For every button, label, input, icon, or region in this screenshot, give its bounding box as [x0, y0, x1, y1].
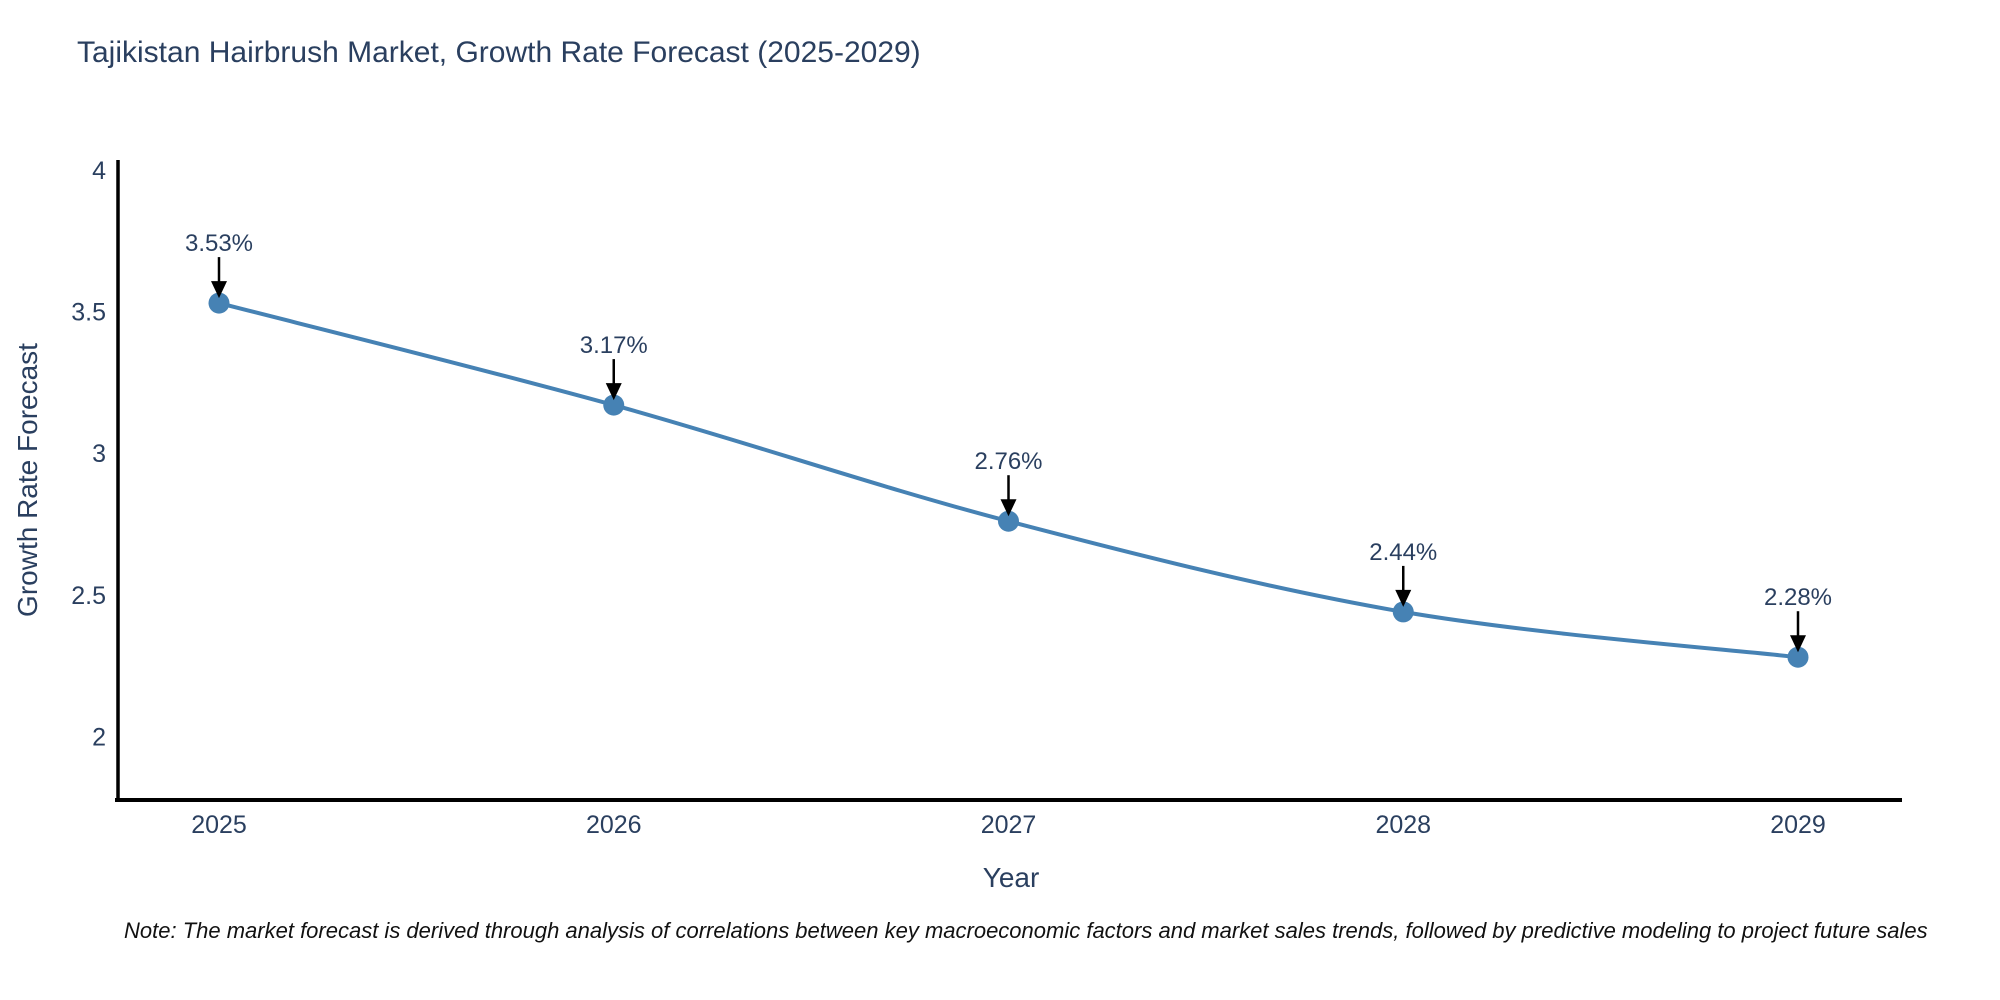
annotation-arrowhead-icon — [211, 281, 227, 299]
y-tick-label: 2 — [92, 724, 106, 752]
x-tick-label: 2029 — [1770, 811, 1826, 839]
data-point-marker — [603, 394, 625, 416]
data-point-marker — [1392, 601, 1414, 623]
x-axis-title: Year — [982, 862, 1040, 893]
data-point-marker — [208, 292, 230, 314]
point-value-label: 2.28% — [1764, 584, 1832, 611]
chart-title: Tajikistan Hairbrush Market, Growth Rate… — [77, 36, 921, 69]
annotation-arrowhead-icon — [1790, 635, 1806, 653]
annotation-arrowhead-icon — [1000, 499, 1017, 517]
point-value-label: 3.53% — [185, 230, 253, 257]
y-tick-label: 4 — [92, 157, 106, 185]
x-tick-label: 2025 — [191, 811, 247, 839]
data-point-marker — [998, 510, 1019, 532]
point-value-label: 2.44% — [1369, 539, 1437, 566]
annotation-arrowhead-icon — [1395, 589, 1412, 607]
y-tick-label: 2.5 — [71, 582, 106, 610]
point-value-label: 3.17% — [580, 332, 648, 359]
point-value-label: 2.76% — [974, 448, 1042, 475]
y-tick-label: 3.5 — [71, 299, 106, 327]
data-point-marker — [1787, 646, 1809, 668]
x-tick-label: 2026 — [586, 811, 642, 839]
x-tick-label: 2027 — [981, 811, 1037, 839]
footnote: Note: The market forecast is derived thr… — [124, 918, 1928, 943]
x-tick-label: 2028 — [1375, 811, 1431, 839]
annotation-arrowhead-icon — [605, 383, 622, 401]
y-tick-label: 3 — [92, 440, 106, 468]
